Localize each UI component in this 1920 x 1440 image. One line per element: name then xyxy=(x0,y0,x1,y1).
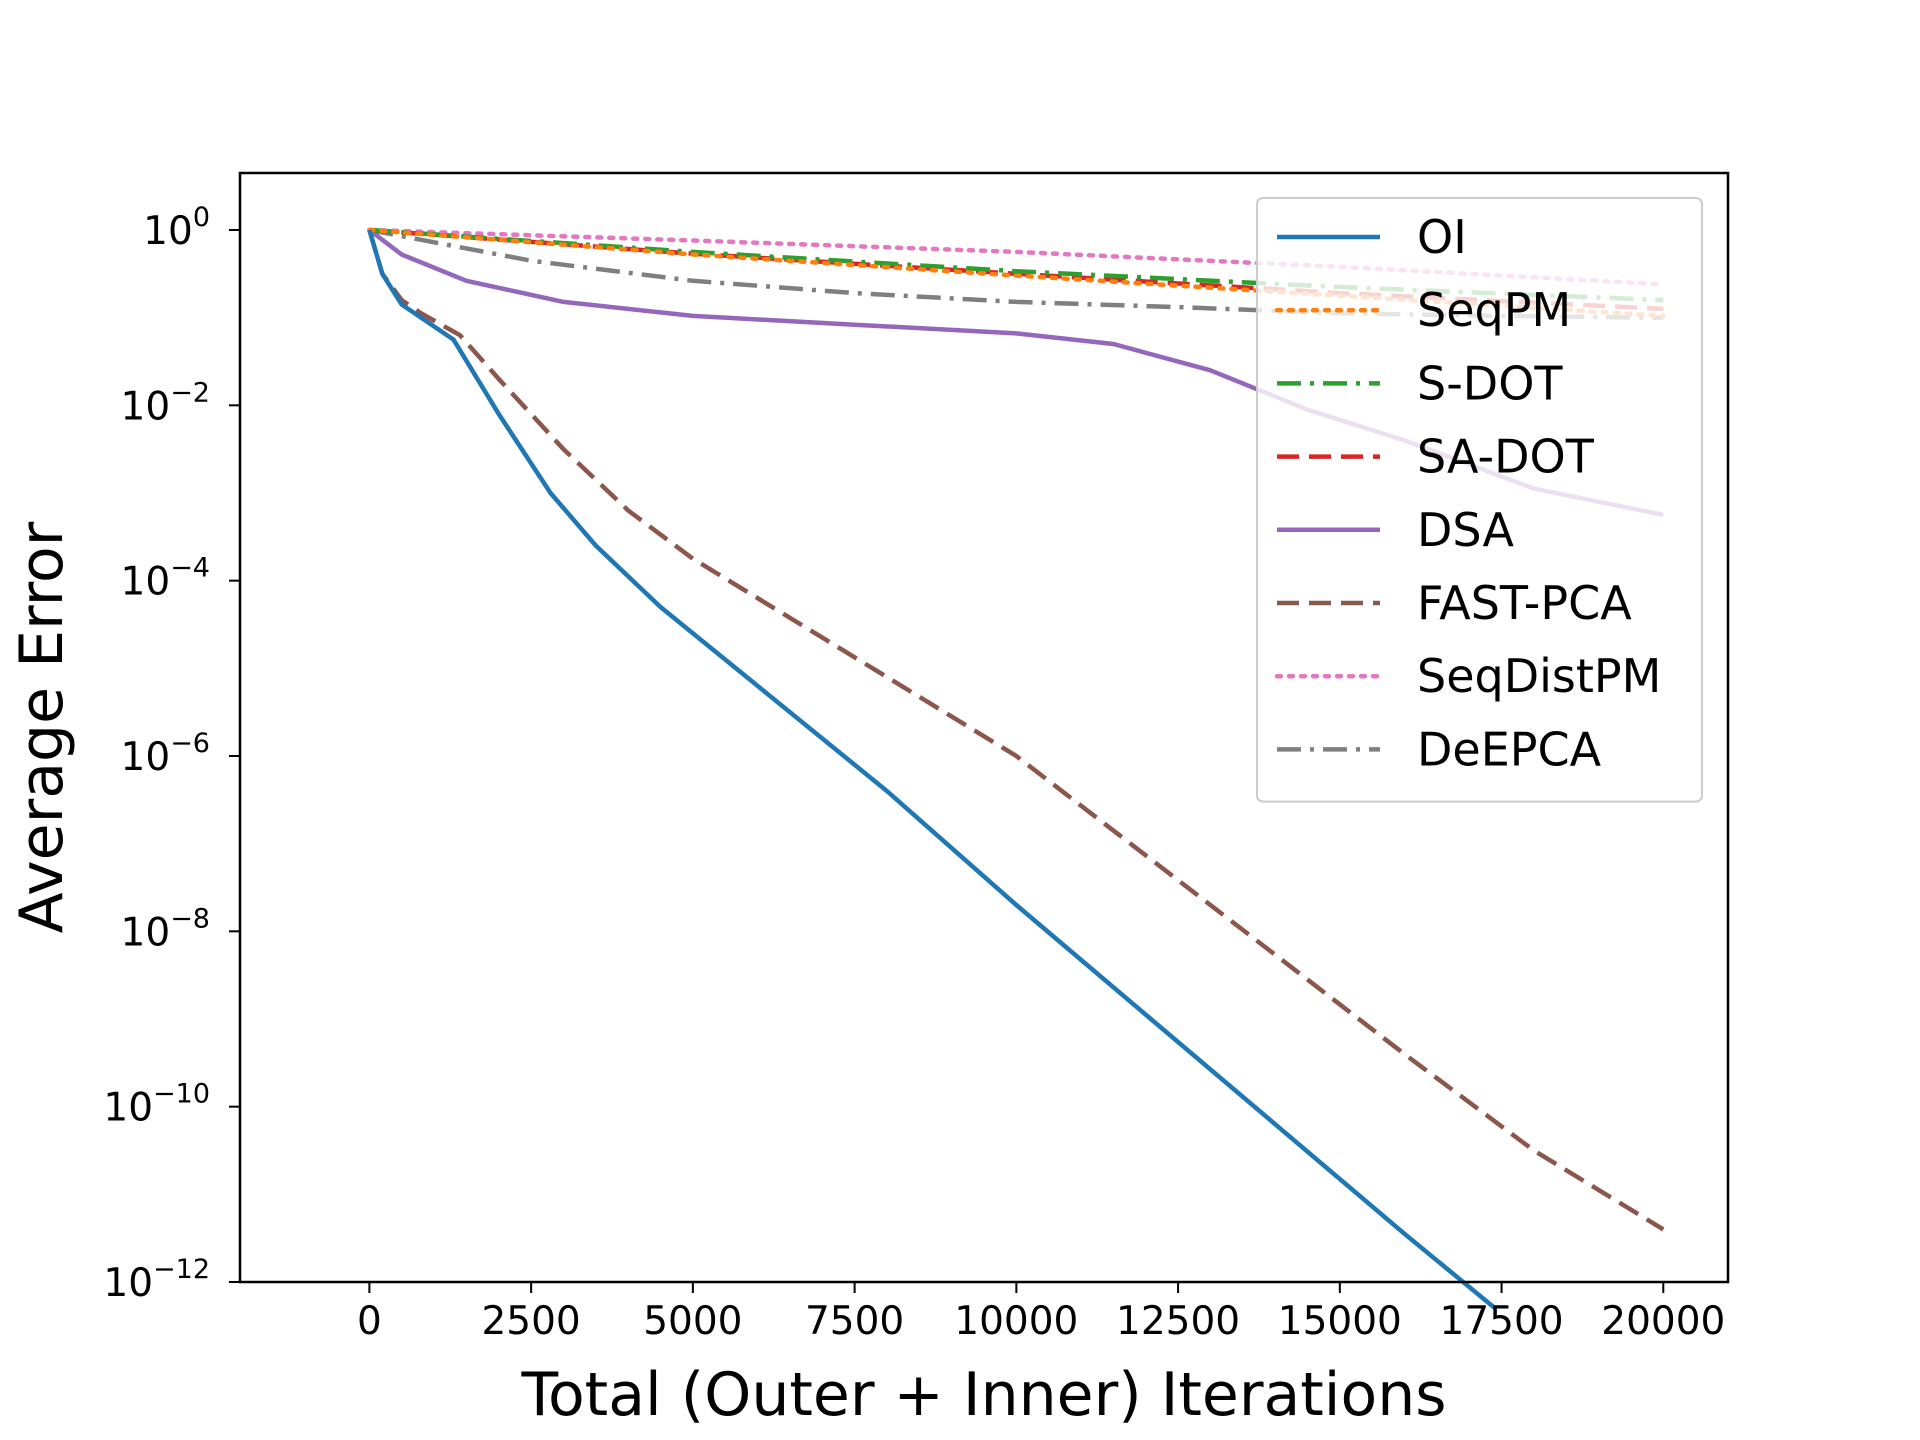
y-tick-base: 10 xyxy=(121,910,171,955)
y-tick-base: 10 xyxy=(121,735,171,780)
legend-label-seqpm: SeqPM xyxy=(1417,283,1571,337)
legend-label-oi: OI xyxy=(1417,210,1467,264)
x-tick-label: 7500 xyxy=(805,1299,904,1344)
y-tick-exponent: 0 xyxy=(193,202,210,233)
y-tick-label: 100 xyxy=(143,202,210,254)
x-tick-label: 17500 xyxy=(1440,1299,1564,1344)
y-tick-label: 10−2 xyxy=(121,377,210,429)
y-tick-label: 10−10 xyxy=(103,1079,210,1131)
x-tick-label: 2500 xyxy=(481,1299,580,1344)
legend-box xyxy=(1256,197,1703,803)
y-tick-exponent: −10 xyxy=(153,1079,210,1110)
legend-label-seqdistpm: SeqDistPM xyxy=(1417,649,1661,703)
x-axis-title: Total (Outer + Inner) Iterations xyxy=(521,1360,1447,1430)
x-tick-label: 15000 xyxy=(1278,1299,1402,1344)
x-axis: 0 2500 5000 7500 10000 12500 15000 17500 20000 xyxy=(357,1282,1725,1344)
x-tick-label: 12500 xyxy=(1116,1299,1240,1344)
y-tick-label: 10−4 xyxy=(121,553,210,605)
x-tick-label: 20000 xyxy=(1601,1299,1725,1344)
y-tick-exponent: −6 xyxy=(170,728,210,759)
plot-frame xyxy=(238,171,1730,1284)
y-tick-exponent: −12 xyxy=(153,1254,210,1285)
y-tick-base: 10 xyxy=(121,384,171,429)
legend-label-dsa: DSA xyxy=(1417,503,1514,557)
x-tick-label: 0 xyxy=(357,1299,382,1344)
y-tick-exponent: −2 xyxy=(170,377,210,408)
y-tick-exponent: −4 xyxy=(170,553,210,584)
series-line-oi xyxy=(367,229,1497,1311)
x-tick-label: 10000 xyxy=(954,1299,1078,1344)
x-tick-label: 5000 xyxy=(643,1299,742,1344)
y-tick-label: 10−8 xyxy=(121,903,210,955)
legend: OI SeqPM S-DOT SA-DOT DSA FAST-PCA SeqDistPM De… xyxy=(1256,197,1703,803)
y-tick-label: 10−6 xyxy=(121,728,210,780)
series-line-deepca xyxy=(368,227,1664,320)
series-line-fast-pca xyxy=(367,229,1665,1232)
y-tick-base: 10 xyxy=(103,1086,153,1131)
y-tick-exponent: −8 xyxy=(170,903,210,934)
legend-label-s-dot: S-DOT xyxy=(1417,356,1563,410)
y-tick-label: 10−12 xyxy=(103,1254,210,1306)
legend-label-sa-dot: SA-DOT xyxy=(1417,430,1595,484)
y-tick-base: 10 xyxy=(143,209,193,254)
y-tick-base: 10 xyxy=(121,560,171,605)
y-axis-title: Average Error xyxy=(7,521,77,933)
legend-label-deepca: DeEPCA xyxy=(1417,722,1602,776)
legend-label-fast-pca: FAST-PCA xyxy=(1417,576,1632,630)
y-tick-base: 10 xyxy=(103,1261,153,1306)
